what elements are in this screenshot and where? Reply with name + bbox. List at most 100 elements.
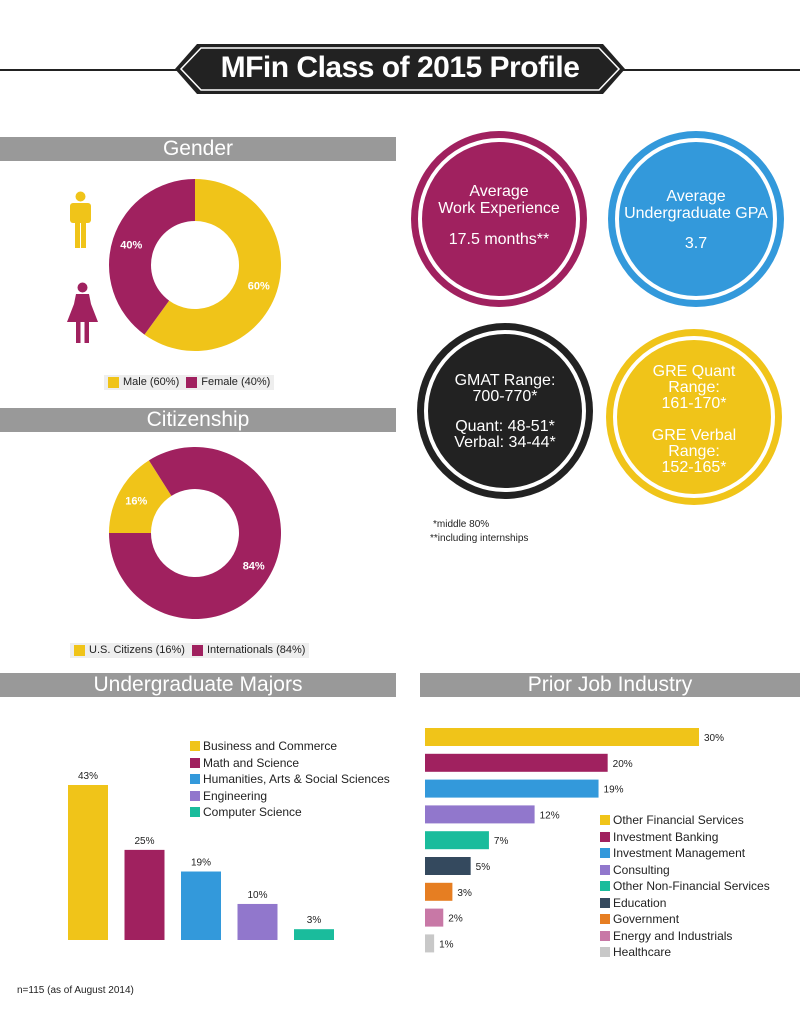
male-icon	[70, 191, 91, 248]
legend-swatch	[600, 864, 610, 875]
majors-bar	[68, 785, 108, 940]
industry-legend-item: Energy and Industrials	[600, 929, 732, 943]
gender-slice-label: 60%	[248, 281, 270, 293]
majors-bar-label: 25%	[134, 836, 154, 847]
gre-line1: GRE Quant	[652, 363, 736, 380]
legend-swatch	[600, 848, 610, 858]
majors-bar-chart: 43% 25% 19% 10% 3%	[68, 771, 334, 940]
gmat-line4: Verbal: 34-44*	[454, 434, 556, 451]
industry-legend-item: Other Financial Services	[600, 813, 744, 827]
legend-swatch	[600, 897, 610, 908]
legend-label: Other Non-Financial Services	[613, 879, 770, 893]
industry-legend-item: Investment Banking	[600, 830, 718, 844]
industry-legend-item: Education	[600, 896, 666, 910]
majors-bar	[237, 903, 278, 940]
work-experience-circle: Average Work Experience 17.5 months**	[411, 131, 587, 307]
legend-swatch	[600, 930, 610, 941]
majors-bar	[294, 929, 334, 940]
work-line1: Average	[469, 183, 529, 200]
legend-label: Humanities, Arts & Social Sciences	[203, 772, 390, 786]
legend-label: Energy and Industrials	[613, 928, 733, 943]
gre-line6: 152-165*	[661, 459, 727, 476]
legend-swatch	[600, 881, 610, 891]
industry-bar	[425, 831, 489, 850]
citizenship-legend: U.S. Citizens (16%) Internationals (84%)	[70, 643, 310, 658]
gender-donut-chart: 60% 40%	[109, 179, 282, 351]
legend-swatch	[190, 807, 200, 817]
gre-circle: GRE Quant Range: 161-170* GRE Verbal Ran…	[606, 329, 782, 505]
gender-slice	[144, 179, 282, 351]
majors-legend-item: Business and Commerce	[190, 739, 337, 753]
industry-bar-label: 30%	[704, 733, 724, 744]
gender-legend: Male (60%) Female (40%)	[104, 375, 275, 390]
gmat-circle: GMAT Range: 700-770* Quant: 48-51* Verba…	[417, 323, 593, 499]
industry-bar	[425, 728, 699, 746]
gpa-circle: Average Undergraduate GPA 3.7	[608, 131, 784, 307]
citizenship-slice-label: 16%	[125, 496, 147, 508]
industry-bar-label: 2%	[448, 914, 463, 925]
citizenship-slice	[109, 460, 172, 533]
legend-label: Computer Science	[203, 805, 302, 819]
majors-bar-label: 10%	[247, 890, 267, 901]
work-line2: Work Experience	[438, 200, 560, 217]
gre-line5: Range:	[668, 443, 720, 460]
legend-swatch	[600, 914, 610, 924]
majors-legend-item: Computer Science	[190, 805, 302, 819]
majors-bar	[181, 871, 221, 940]
female-icon	[67, 282, 98, 343]
citizenship-donut-chart: 16% 84%	[109, 447, 281, 619]
citizenship-slice-label: 84%	[243, 560, 265, 572]
legend-label-intl: Internationals (84%)	[206, 644, 306, 656]
legend-swatch-female	[186, 377, 198, 388]
industry-bar-chart: 30% 20% 19% 12% 7% 5% 3% 2% 1%	[425, 728, 724, 953]
footnote-internships: **including internships	[430, 533, 529, 544]
legend-swatch	[190, 757, 200, 768]
majors-legend-item: Math and Science	[190, 756, 299, 770]
industry-legend-item: Consulting	[600, 863, 670, 877]
majors-bar-label: 19%	[191, 858, 211, 869]
industry-bar-label: 12%	[540, 810, 560, 821]
industry-bar-label: 1%	[439, 939, 454, 950]
legend-label-female: Female (40%)	[201, 376, 271, 388]
page-title: MFin Class of 2015 Profile	[220, 51, 580, 84]
legend-label-male: Male (60%)	[123, 376, 180, 388]
industry-bar	[425, 779, 599, 798]
gpa-line2: Undergraduate GPA	[624, 205, 768, 222]
title-rule-right	[620, 69, 800, 71]
legend-swatch-us	[74, 645, 85, 656]
gre-line2: Range:	[668, 379, 720, 396]
gender-header: Gender	[0, 137, 396, 161]
legend-swatch-male	[108, 377, 119, 388]
gender-slice-label: 40%	[120, 239, 142, 251]
industry-bar	[425, 934, 435, 953]
title-banner	[175, 44, 625, 94]
footnote-middle: *middle 80%	[433, 519, 490, 530]
gender-slice	[109, 179, 195, 335]
sample-size-footer: n=115 (as of August 2014)	[17, 985, 134, 996]
industry-bar	[425, 753, 608, 772]
industry-bar-label: 20%	[613, 759, 633, 770]
legend-label: Investment Management	[613, 846, 746, 860]
legend-swatch	[190, 741, 200, 751]
industry-bar-label: 3%	[457, 888, 472, 899]
legend-label: Investment Banking	[613, 829, 719, 844]
industry-bar-label: 7%	[494, 836, 509, 847]
industry-bar	[425, 805, 535, 824]
citizenship-header: Citizenship	[0, 408, 396, 432]
industry-bar	[425, 857, 471, 875]
majors-legend-item: Engineering	[190, 789, 267, 803]
majors-bar-label: 3%	[307, 915, 322, 926]
circle-ring	[418, 138, 580, 300]
title-rule-left	[0, 69, 180, 71]
circle-ring	[613, 336, 775, 498]
legend-label-us: U.S. Citizens (16%)	[89, 644, 185, 656]
legend-label: Education	[613, 895, 667, 910]
legend-label: Engineering	[203, 788, 268, 803]
industry-bar-label: 19%	[604, 785, 624, 796]
circle-ring	[424, 330, 586, 492]
legend-label: Math and Science	[203, 755, 300, 770]
industry-header: Prior Job Industry	[420, 673, 800, 697]
majors-bar-label: 43%	[78, 771, 98, 782]
legend-swatch	[190, 774, 200, 784]
gre-line3: 161-170*	[661, 395, 727, 412]
